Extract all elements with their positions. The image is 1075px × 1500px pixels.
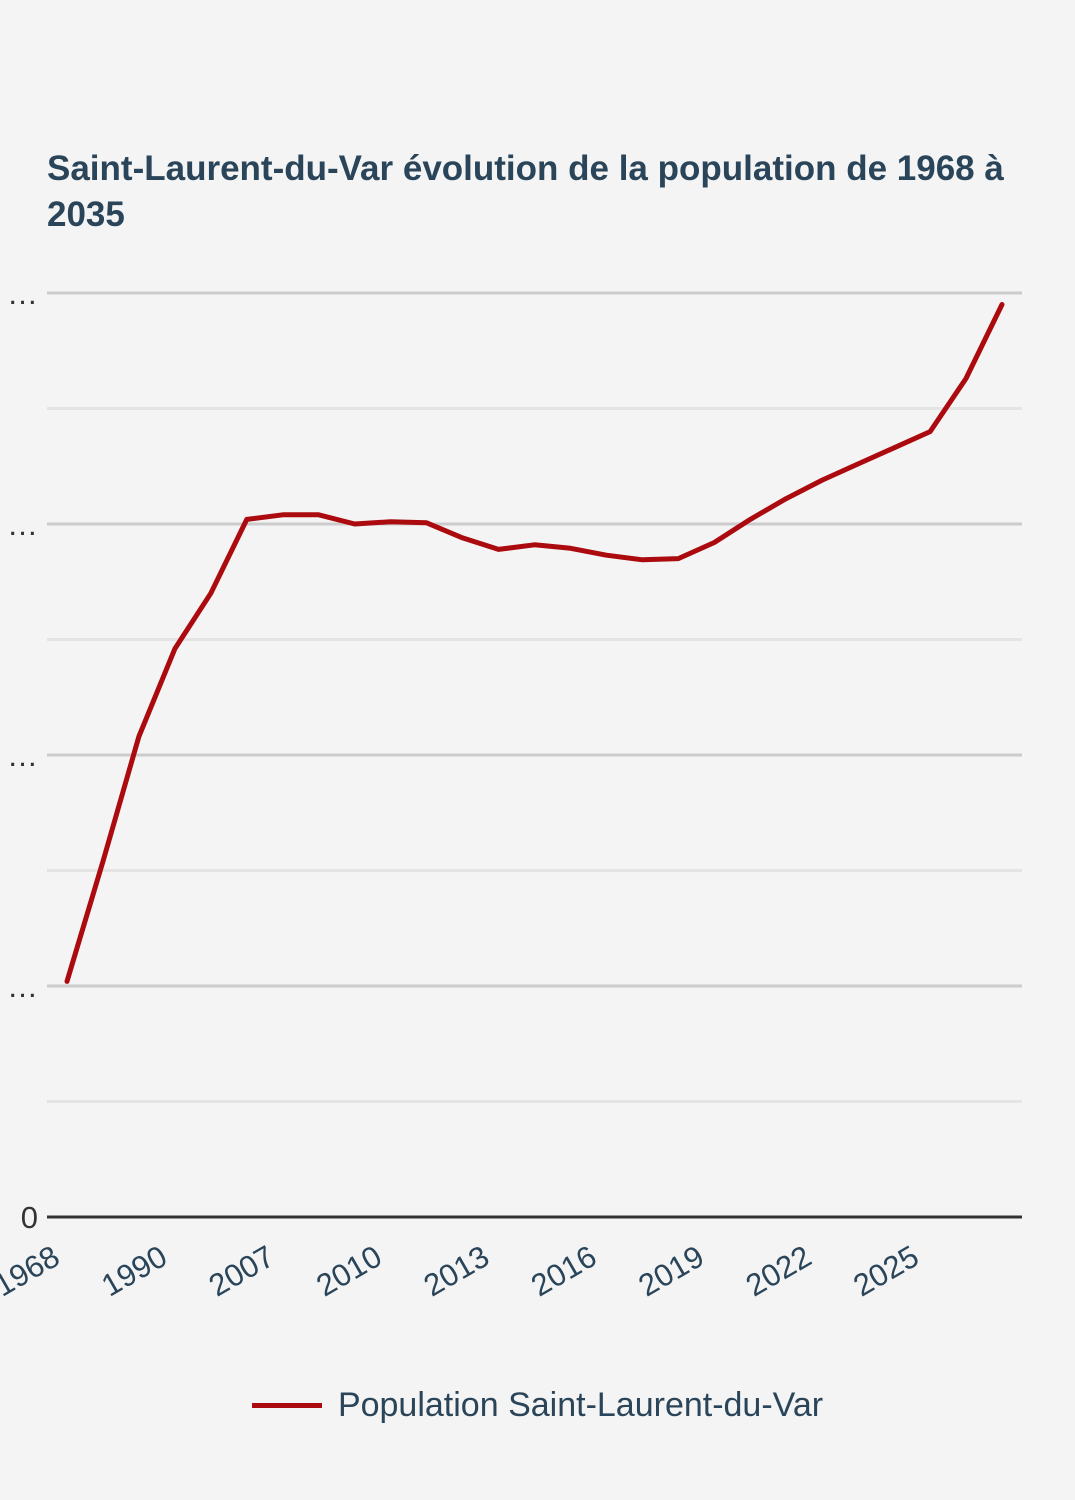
legend[interactable]: Population Saint-Laurent-du-Var [0, 1386, 1075, 1425]
x-tick-label: 1990 [96, 1239, 173, 1304]
y-tick-label: … [7, 738, 38, 773]
legend-swatch-population [251, 1403, 322, 1408]
x-tick-label: 2022 [740, 1239, 817, 1304]
y-tick-label: … [7, 969, 38, 1004]
x-tick-label: 2010 [310, 1239, 387, 1304]
series-layer [64, 302, 1005, 984]
x-tick-label: 2019 [633, 1239, 710, 1304]
y-axis-tick-labels: … … … … 0 [7, 276, 38, 1235]
x-axis-tick-labels: 1968 1990 2007 2010 2013 2016 2019 2022 2025 [0, 1239, 925, 1304]
x-tick-label: 2013 [418, 1239, 495, 1304]
y-tick-label: … [7, 276, 38, 311]
grid-lines [47, 291, 1022, 1219]
x-tick-label: 1968 [0, 1239, 65, 1304]
y-tick-label: 0 [21, 1200, 38, 1235]
chart-title: Saint-Laurent-du-Var évolution de la pop… [47, 149, 1004, 234]
x-tick-label: 2016 [525, 1239, 602, 1304]
x-tick-label: 2025 [847, 1239, 924, 1304]
legend-label-population: Population Saint-Laurent-du-Var [337, 1386, 824, 1424]
y-tick-label: … [7, 507, 38, 542]
series-line-population[interactable] [64, 302, 1005, 984]
x-tick-label: 2007 [203, 1239, 280, 1304]
